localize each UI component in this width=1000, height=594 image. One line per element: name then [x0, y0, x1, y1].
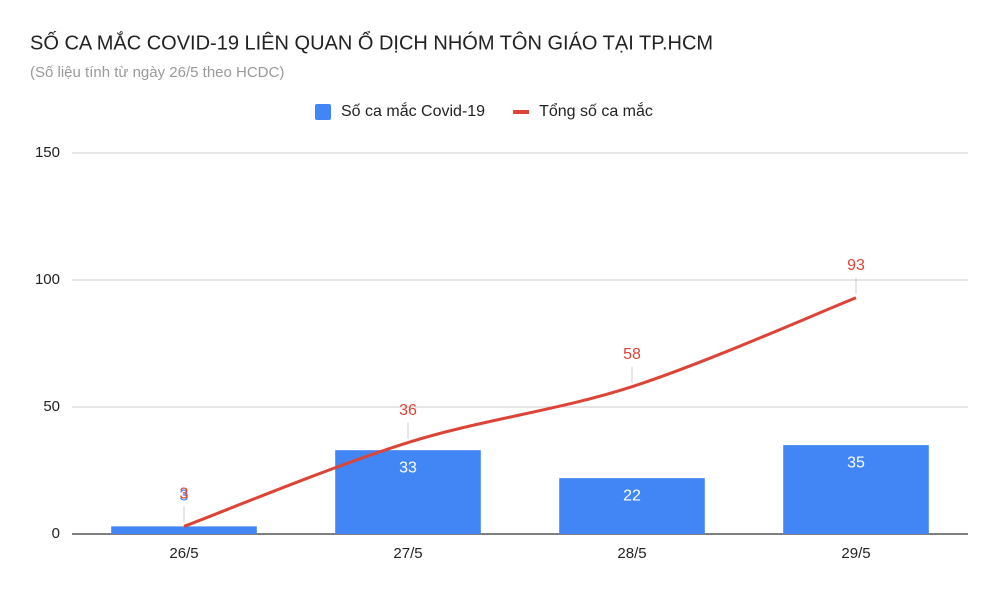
- bar-value-label: 35: [847, 454, 865, 471]
- chart-subtitle: (Số liệu tính từ ngày 26/5 theo HCDC): [30, 64, 284, 81]
- bar-value-label: 3: [180, 488, 189, 505]
- legend-label: Số ca mắc Covid-19: [341, 101, 485, 120]
- x-tick-label: 26/5: [169, 545, 198, 562]
- y-tick-label: 100: [35, 271, 60, 288]
- y-tick-label: 150: [35, 144, 60, 161]
- legend-swatch: [315, 104, 331, 120]
- y-tick-label: 0: [52, 525, 60, 542]
- bar-value-label: 33: [399, 459, 417, 476]
- bar: [559, 478, 705, 534]
- x-tick-label: 28/5: [617, 545, 646, 562]
- y-tick-label: 50: [43, 398, 60, 415]
- line-value-label: 93: [847, 257, 865, 274]
- bar: [111, 526, 257, 534]
- bar: [335, 450, 481, 534]
- line: [183, 296, 857, 528]
- line-value-label: 36: [399, 402, 417, 419]
- bar: [783, 445, 929, 534]
- x-tick-label: 29/5: [841, 545, 870, 562]
- line-value-label: 58: [623, 346, 641, 363]
- bar-value-label: 22: [623, 487, 641, 504]
- legend-label: Tổng số ca mắc: [539, 101, 653, 120]
- x-tick-label: 27/5: [393, 545, 422, 562]
- chart-title: SỐ CA MẮC COVID-19 LIÊN QUAN Ổ DỊCH NHÓM…: [30, 30, 713, 54]
- line-value-label: 3: [180, 486, 189, 503]
